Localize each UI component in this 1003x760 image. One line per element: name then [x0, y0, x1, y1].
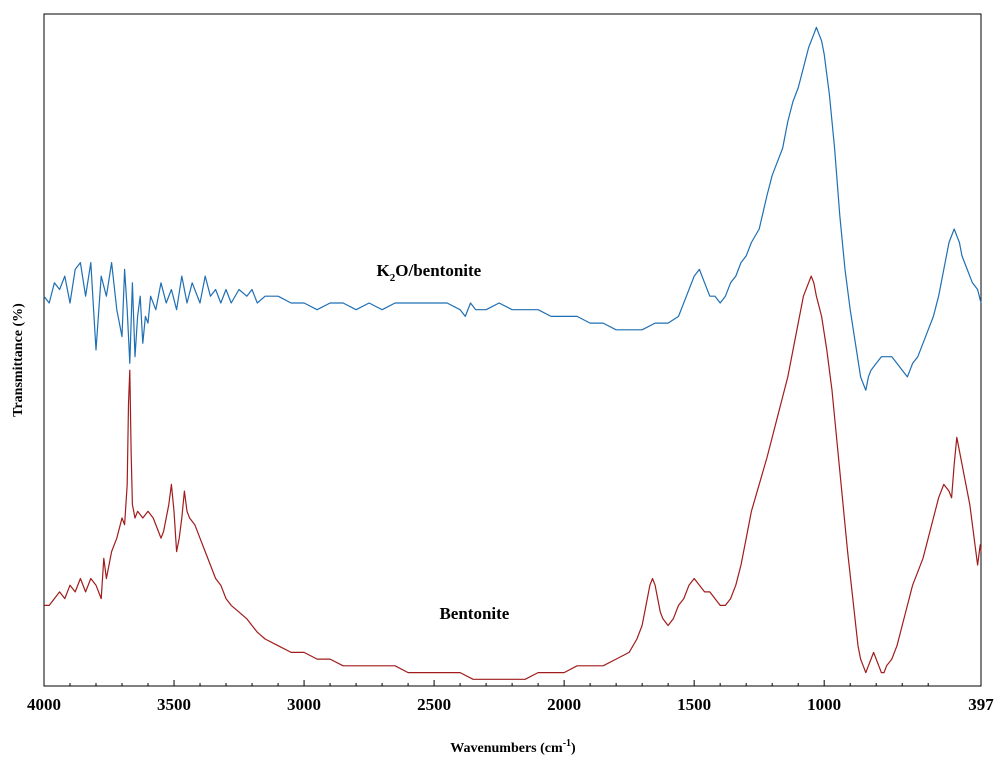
series-label-part: K — [377, 261, 391, 280]
x-tick-label: 2000 — [547, 695, 581, 714]
x-tick-label: 1500 — [677, 695, 711, 714]
x-tick-label: 1000 — [807, 695, 841, 714]
x-axis-title-sup: -1 — [563, 738, 571, 749]
series-line-k2o-bentonite — [43, 26, 982, 391]
x-tick-label: 3000 — [287, 695, 321, 714]
x-axis-title-main: Wavenumbers (cm — [450, 741, 563, 756]
series-label-bentonite: Bentonite — [439, 604, 509, 623]
x-tick-label: 2500 — [417, 695, 451, 714]
series-label-k2o-bentonite: K2O/bentonite — [377, 261, 482, 284]
series-label-part: O/bentonite — [395, 261, 481, 280]
x-axis-title: Wavenumbers (cm-1) — [450, 738, 576, 756]
x-axis: 4000 3500 3000 2500 2000 1500 1000 397 — [27, 680, 994, 714]
x-axis-title-end: ) — [571, 741, 576, 756]
y-axis-title: Transmittance (%) — [11, 303, 26, 417]
series-label-subscript: 2 — [390, 272, 396, 284]
plot-area — [43, 13, 982, 687]
x-tick-label: 4000 — [27, 695, 61, 714]
plot-frame — [43, 13, 982, 687]
series-line-bentonite — [44, 275, 982, 680]
x-tick-label: 3500 — [157, 695, 191, 714]
series-labels: K2O/bentonite Bentonite — [377, 261, 510, 623]
series-layer — [43, 26, 982, 680]
x-tick-label: 397 — [968, 695, 994, 714]
